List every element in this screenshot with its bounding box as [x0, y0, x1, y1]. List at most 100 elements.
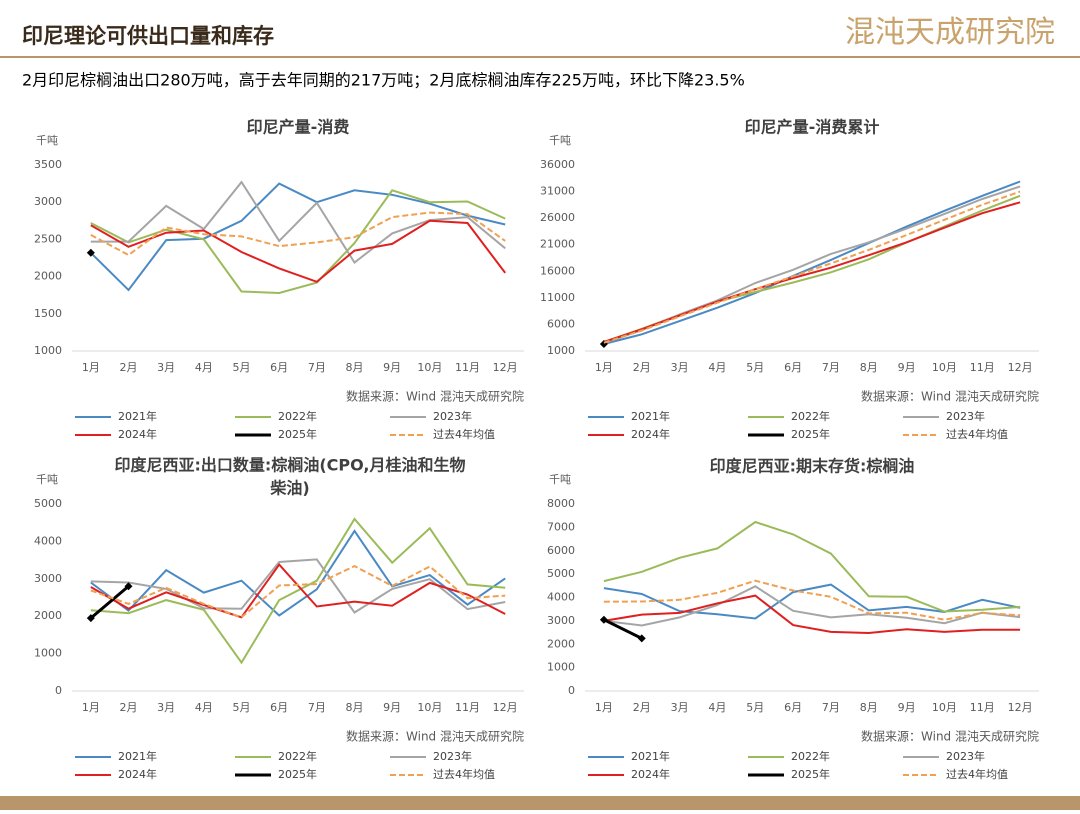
x-tick-label: 1月 — [82, 361, 100, 374]
header-rule — [0, 56, 1080, 58]
x-tick-label: 7月 — [822, 701, 840, 714]
series-line — [90, 219, 506, 283]
page-title: 印尼理论可供出口量和库存 — [22, 24, 274, 48]
legend-label: 2025年 — [278, 767, 317, 781]
x-tick-label: 12月 — [493, 361, 518, 374]
y-tick-label: 1000 — [34, 344, 62, 357]
chart-title: 印尼产量-消费累计 — [745, 118, 880, 137]
y-tick-label: 5000 — [34, 497, 62, 510]
legend-label: 2021年 — [631, 409, 670, 423]
x-tick-label: 2月 — [120, 701, 138, 714]
x-tick-label: 3月 — [671, 701, 689, 714]
legend-label: 2023年 — [433, 409, 472, 423]
legend-label: 2023年 — [946, 749, 985, 763]
legend-label: 2023年 — [433, 749, 472, 763]
x-tick-label: 11月 — [455, 361, 480, 374]
series-line — [90, 517, 506, 665]
y-tick-label: 5000 — [547, 567, 575, 580]
x-tick-label: 12月 — [1008, 701, 1033, 714]
x-tick-label: 4月 — [195, 701, 213, 714]
y-unit: 千吨 — [549, 473, 571, 486]
series-line — [90, 564, 506, 619]
legend-label: 2021年 — [118, 409, 157, 423]
series-line — [603, 180, 1021, 345]
x-tick-label: 6月 — [784, 361, 802, 374]
y-unit: 千吨 — [549, 134, 571, 147]
legend-label: 2022年 — [791, 749, 830, 763]
legend-label: 2025年 — [791, 767, 830, 781]
legend-label: 过去4年均值 — [433, 427, 495, 441]
x-tick-label: 2月 — [120, 361, 138, 374]
x-tick-label: 7月 — [308, 361, 326, 374]
x-tick-label: 1月 — [595, 701, 613, 714]
source: 数据来源：Wind 混沌天成研究院 — [346, 729, 524, 744]
x-tick-label: 10月 — [932, 701, 957, 714]
series-line — [90, 180, 506, 264]
series-line — [90, 529, 506, 617]
x-tick-label: 6月 — [270, 361, 288, 374]
series-line — [603, 520, 1021, 613]
point-marker — [637, 634, 646, 643]
x-tick-label: 6月 — [270, 701, 288, 714]
chart-title: 柴油) — [269, 479, 309, 498]
x-tick-label: 10月 — [417, 361, 442, 374]
series-line — [603, 618, 643, 640]
x-tick-label: 5月 — [746, 361, 764, 374]
x-tick-label: 5月 — [746, 701, 764, 714]
y-unit: 千吨 — [36, 473, 58, 486]
y-tick-label: 16000 — [540, 264, 575, 277]
y-tick-label: 1000 — [547, 344, 575, 357]
chart-title: 印度尼西亚:期末存货:棕榈油 — [710, 457, 915, 476]
source: 数据来源：Wind 混沌天成研究院 — [346, 389, 524, 404]
x-tick-label: 2月 — [633, 701, 651, 714]
legend-label: 过去4年均值 — [433, 767, 495, 781]
series-line — [90, 189, 506, 295]
y-tick-label: 2000 — [34, 270, 62, 283]
point-marker — [124, 582, 133, 591]
y-tick-label: 1000 — [547, 661, 575, 674]
x-tick-label: 9月 — [383, 361, 401, 374]
y-tick-label: 36000 — [540, 158, 575, 171]
x-tick-label: 11月 — [455, 701, 480, 714]
legend-label: 2024年 — [118, 767, 157, 781]
y-tick-label: 6000 — [547, 317, 575, 330]
logo: 混沌天成研究院 — [845, 15, 1055, 50]
y-tick-label: 0 — [55, 684, 62, 697]
x-tick-label: 2月 — [633, 361, 651, 374]
series-line — [90, 211, 506, 257]
x-tick-label: 4月 — [708, 701, 726, 714]
x-tick-label: 3月 — [157, 701, 175, 714]
y-tick-label: 2000 — [34, 609, 62, 622]
legend-label: 2021年 — [631, 749, 670, 763]
x-tick-label: 12月 — [493, 701, 518, 714]
x-tick-label: 8月 — [346, 701, 364, 714]
y-tick-label: 4000 — [547, 591, 575, 604]
legend-label: 2022年 — [278, 749, 317, 763]
chart-title: 印尼产量-消费 — [247, 118, 350, 137]
x-tick-label: 5月 — [233, 701, 251, 714]
y-tick-label: 0 — [568, 684, 575, 697]
x-tick-label: 7月 — [822, 361, 840, 374]
source: 数据来源：Wind 混沌天成研究院 — [861, 389, 1039, 404]
footer-bar — [0, 796, 1080, 810]
series-line — [603, 585, 1021, 627]
chart-title: 印度尼西亚:出口数量:棕榈油(CPO,月桂油和生物 — [115, 456, 466, 475]
y-unit: 千吨 — [36, 134, 58, 147]
series-line — [603, 190, 1021, 344]
legend-label: 2022年 — [791, 409, 830, 423]
series-line — [603, 579, 1021, 621]
y-tick-label: 11000 — [540, 291, 575, 304]
series-line — [603, 594, 1021, 635]
legend-label: 2021年 — [118, 749, 157, 763]
source: 数据来源：Wind 混沌天成研究院 — [861, 729, 1039, 744]
y-tick-label: 3000 — [34, 195, 62, 208]
x-tick-label: 4月 — [195, 361, 213, 374]
point-marker — [86, 248, 95, 257]
y-tick-label: 3500 — [34, 158, 62, 171]
x-tick-label: 12月 — [1008, 361, 1033, 374]
y-tick-label: 2000 — [547, 637, 575, 650]
x-tick-label: 10月 — [417, 701, 442, 714]
point-marker — [86, 614, 95, 623]
x-tick-label: 8月 — [860, 701, 878, 714]
y-tick-label: 2500 — [34, 232, 62, 245]
